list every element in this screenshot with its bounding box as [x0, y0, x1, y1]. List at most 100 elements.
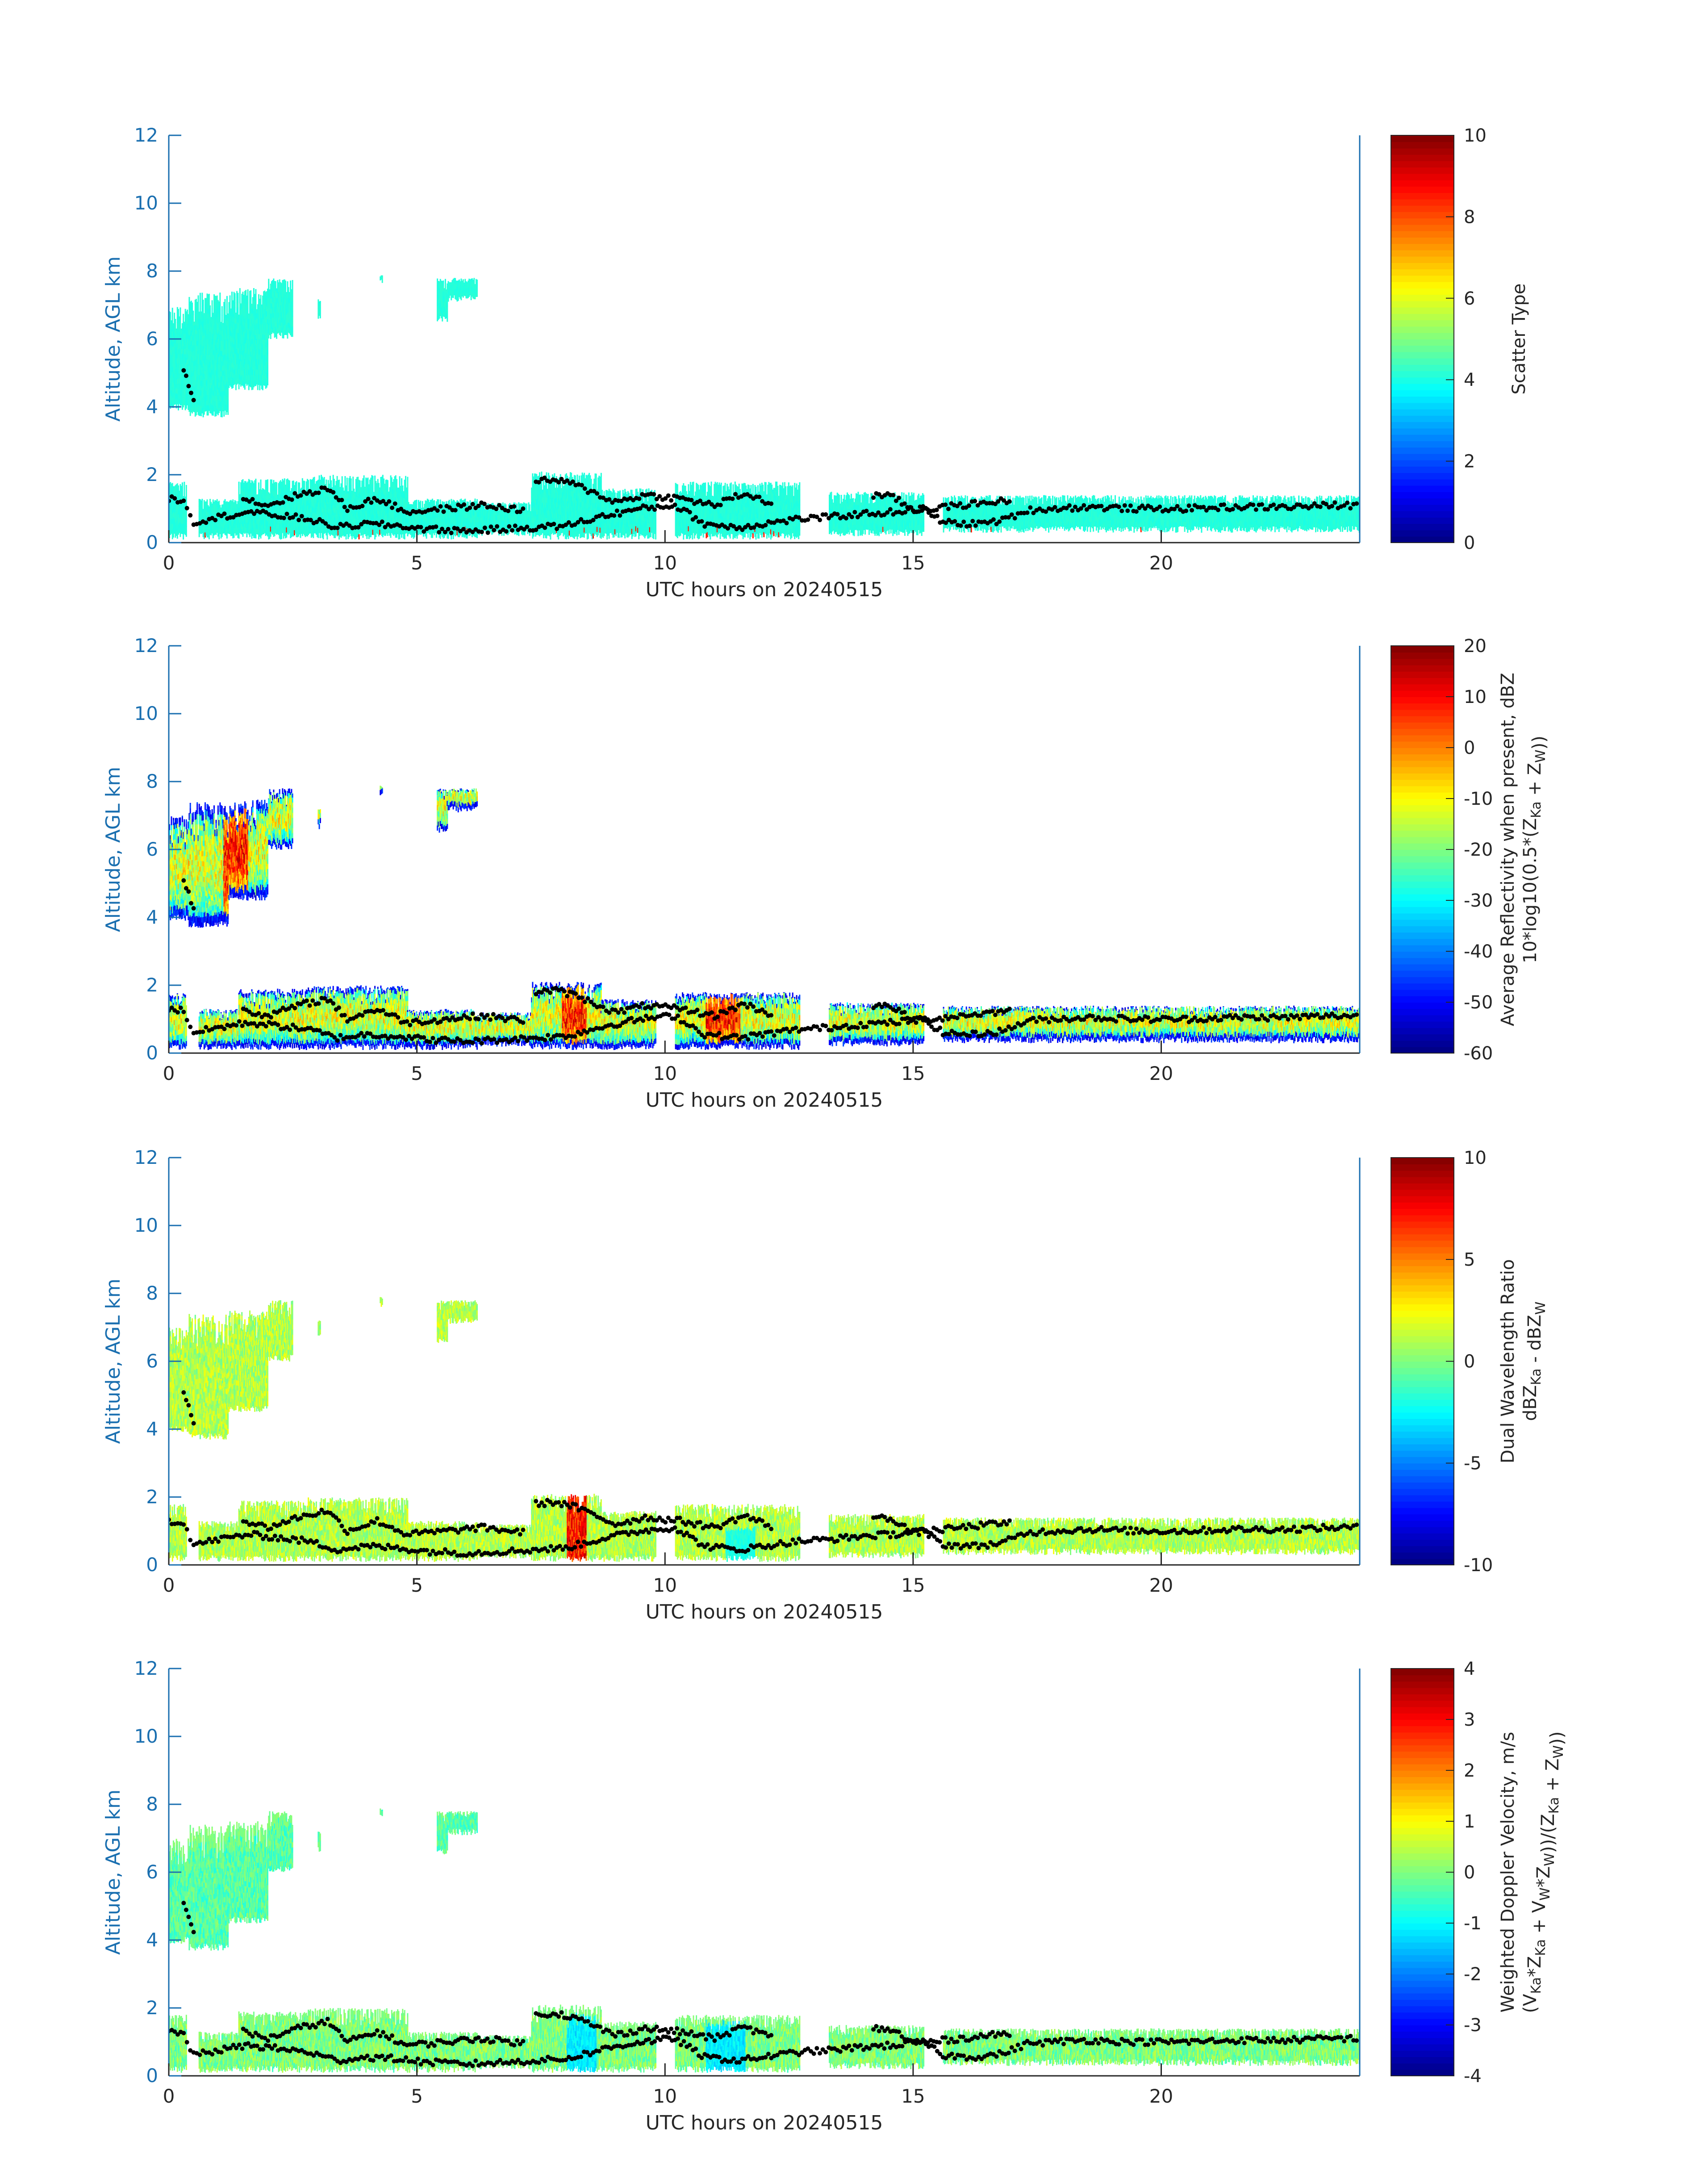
cloud-base-point: [480, 530, 484, 534]
cloud-base-point: [1131, 2042, 1136, 2047]
cloud-base-point: [504, 529, 509, 534]
cloud-base-point: [1175, 504, 1180, 508]
cloud-base-point: [204, 1540, 208, 1544]
cloud-base-point: [528, 1550, 532, 1555]
cloud-base-point: [1152, 2041, 1156, 2045]
x-tick-label: 10: [653, 2085, 677, 2107]
cloud-base-point: [1125, 509, 1130, 513]
cloud-base-point: [521, 506, 525, 511]
cloud-base-point: [1193, 1015, 1197, 1020]
cloud-base-point: [994, 2054, 999, 2059]
y-tick-label: 10: [134, 192, 158, 214]
cloud-base-point: [390, 506, 394, 510]
cloud-base-point: [745, 1513, 750, 1518]
cloud-base-point: [763, 2031, 768, 2035]
cloud-base-point: [968, 1545, 972, 1549]
cloud-base-point: [515, 2038, 519, 2043]
cloud-base-point: [769, 1013, 773, 1017]
cloud-base-point: [1090, 1014, 1095, 1018]
cloud-base-point: [1125, 1531, 1130, 1536]
cloud-base-point: [935, 508, 939, 512]
cloud-base-point: [579, 2055, 583, 2059]
y-tick-label: 10: [134, 1725, 158, 1747]
colorbar-label: (VKa*ZKa + VW*ZW))/(ZKa + ZW)): [1520, 1731, 1567, 2013]
cloud-base-point: [938, 1539, 942, 1543]
colorbar-label: Average Reflectivity when present, dBZ: [1498, 673, 1518, 1026]
cloud-base-point: [1187, 2041, 1191, 2046]
cloud-base-point: [488, 1017, 493, 1022]
cloud-base-point: [1342, 2039, 1346, 2044]
x-tick-label: 20: [1149, 552, 1173, 574]
cloud-base-point: [955, 2040, 960, 2044]
cloud-base-point: [730, 497, 735, 501]
cloud-base-point: [537, 2061, 541, 2065]
cloud-base-point: [256, 1011, 261, 1016]
cloud-base-point: [675, 2026, 679, 2031]
cloud-base-point: [476, 1549, 481, 1553]
cloud-base-point: [1289, 2039, 1293, 2043]
x-tick-label: 15: [901, 552, 925, 574]
cloud-base-point: [222, 511, 227, 516]
cloud-base-point: [961, 1523, 965, 1527]
cloud-base-point: [701, 2032, 705, 2037]
cloud-base-point: [234, 1023, 238, 1028]
cloud-base-point: [1003, 1028, 1008, 1033]
x-axis-label: UTC hours on 20240515: [646, 578, 883, 601]
cloud-base-point: [991, 517, 996, 522]
cloud-base-point: [175, 1010, 180, 1015]
cloud-base-point: [976, 2036, 980, 2040]
cloud-base-point: [718, 1526, 723, 1531]
cloud-base-point: [856, 1025, 860, 1030]
cloud-base-point: [986, 1545, 990, 1550]
y-axis-label: Altitude, AGL km: [102, 1279, 125, 1444]
cloud-base-point: [471, 1012, 475, 1016]
cloud-base-point: [1257, 1017, 1261, 1021]
cloud-base-point: [947, 1542, 951, 1546]
x-tick-label: 15: [901, 1574, 925, 1596]
cloud-base-point: [476, 1017, 481, 1021]
cloud-base-point: [958, 501, 962, 506]
cloud-base-point: [1184, 1015, 1188, 1019]
y-tick-label: 0: [146, 531, 158, 553]
cloud-base-point: [294, 512, 298, 517]
colorbar-tick-label: 3: [1464, 1710, 1475, 1730]
cloud-base-point: [573, 1502, 578, 1507]
cloud-base-point: [273, 1534, 277, 1538]
cloud-base-point: [757, 495, 761, 499]
cloud-base-point: [375, 1516, 380, 1521]
y-axis-label: Altitude, AGL km: [102, 256, 125, 422]
cloud-base-point: [769, 502, 773, 506]
cloud-base-point: [698, 1520, 702, 1524]
cloud-base-point: [693, 515, 698, 519]
colorbar-label: Weighted Doppler Velocity, m/s: [1498, 1732, 1518, 2013]
x-axis-label: UTC hours on 20240515: [646, 1089, 883, 1112]
cloud-base-point: [746, 1037, 750, 1041]
cloud-base-point: [1271, 2036, 1276, 2040]
cloud-base-point: [746, 1548, 750, 1552]
cloud-base-point: [823, 2050, 828, 2054]
cloud-base-point: [1007, 1007, 1012, 1011]
cloud-base-point: [273, 2043, 277, 2048]
cloud-base-point: [1040, 1527, 1045, 1532]
cloud-base-point: [1134, 509, 1139, 514]
cloud-base-point: [521, 1020, 525, 1025]
cloud-base-point: [210, 2052, 214, 2057]
cloud-base-point: [480, 1041, 484, 1046]
cloud-base-point: [1251, 502, 1255, 507]
cloud-base-point: [288, 1028, 292, 1032]
cloud-base-point: [1146, 2042, 1150, 2047]
cloud-base-point: [185, 1527, 189, 1531]
cloud-base-point: [294, 1536, 298, 1541]
cloud-base-point: [679, 2043, 683, 2047]
cloud-base-point: [285, 512, 289, 516]
y-tick-label: 4: [146, 396, 158, 418]
cloud-base-point: [1123, 503, 1127, 508]
x-axis-label: UTC hours on 20240515: [646, 2112, 883, 2134]
cloud-base-point: [968, 1034, 972, 1038]
cloud-base-point: [1016, 2043, 1020, 2047]
cloud-base-point: [613, 2034, 618, 2039]
cloud-base-point: [1348, 2034, 1353, 2038]
x-axis-label: UTC hours on 20240515: [646, 1601, 883, 1623]
cloud-base-point: [928, 1531, 933, 1535]
cloud-base-point: [1025, 510, 1030, 515]
